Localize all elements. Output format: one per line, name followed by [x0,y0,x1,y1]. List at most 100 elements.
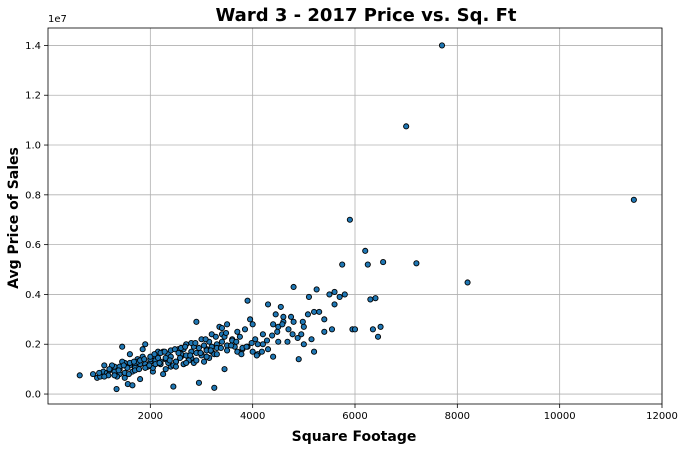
scatter-point [218,324,226,332]
y-tick-label: 0.8 [25,190,41,201]
scatter-point [136,366,143,373]
scatter-point [304,311,311,318]
scatter-point [464,279,471,286]
scatter-point [403,123,410,130]
scatter-point [270,321,277,328]
scatter-point [311,308,318,315]
scatter-point [374,333,382,340]
scatter-point [253,352,260,359]
scatter-point [160,371,167,378]
scatter-point [321,316,328,323]
scatter-point [295,356,302,363]
x-tick-label: 10000 [544,411,576,422]
scatter-point [313,286,320,293]
scatter-point [111,372,118,379]
scatter-point [166,357,173,364]
scatter-point [119,343,126,350]
scatter-point [308,336,315,343]
scatter-point [101,373,108,380]
scatter-point [151,351,158,358]
scatter-point [249,348,256,355]
y-tick-label: 0.6 [25,240,41,251]
scatter-point [76,372,83,379]
scatter-point [364,261,371,268]
scatter-point [193,357,200,364]
scatter-point [223,329,230,337]
scatter-point [248,339,255,347]
scatter-point [129,382,136,389]
scatter-point [298,331,305,338]
scatter-point [171,346,178,353]
scatter-point [289,331,296,338]
scatter-point [146,362,153,369]
scatter-point [269,332,276,339]
scatter-point [247,316,254,323]
y-tick-label: 1.0 [25,141,41,152]
scatter-point [228,342,235,349]
scatter-point [274,328,281,335]
scatter-point [241,326,249,333]
scatter-point [300,323,307,330]
scatter-point [270,353,277,360]
scatter-point [413,260,420,267]
scatter-point [244,297,251,304]
scatter-point [203,353,210,360]
scatter-point [341,291,348,298]
scatter-point [193,318,200,325]
scatter-point [218,338,226,345]
scatter-point [161,348,168,355]
y-axis-offset-label: 1e7 [48,14,67,25]
scatter-point [211,384,218,391]
scatter-point [115,367,122,374]
scatter-point [137,376,144,383]
scatter-point [300,341,307,348]
scatter-point [326,291,333,298]
scatter-point [336,293,343,300]
scatter-point [224,321,231,328]
scatter-point [141,356,148,363]
scatter-point [321,328,328,335]
x-tick-label: 8000 [445,411,470,422]
scatter-point [212,333,219,340]
scatter-point [139,346,146,353]
scatter-point [238,351,245,358]
scatter-point [328,326,336,333]
scatter-point [236,333,243,340]
scatter-point [201,358,208,365]
scatter-point [280,313,287,320]
scatter-point [264,346,272,353]
scatter-point [339,261,346,268]
y-tick-label: 0.2 [25,340,41,351]
scatter-point [130,358,138,365]
scatter-point [201,342,208,349]
scatter-point [252,336,259,343]
scatter-point [438,42,446,49]
scatter-point [346,216,353,223]
scatter-point [285,326,292,333]
scatter-point [277,303,284,310]
y-axis-label: Avg Price of Sales [6,147,22,289]
data-points [76,42,637,393]
scatter-point [299,318,306,325]
scatter-point [263,337,271,344]
y-axis-ticks: 0.0 0.2 0.4 0.6 0.8 1.0 1.2 1.4 [25,41,48,401]
scatter-point [221,366,228,373]
y-tick-label: 0.0 [25,390,41,401]
scatter-point [367,296,374,303]
y-tick-label: 1.4 [25,41,41,52]
scatter-point [380,259,387,266]
scatter-point [290,283,297,291]
scatter-point [195,379,202,386]
scatter-point [176,354,184,361]
scatter-point [217,344,224,352]
scatter-point [101,362,108,369]
scatter-point [125,371,132,378]
scatter-point [195,344,202,352]
scatter-point [294,334,301,342]
scatter-point [287,313,295,320]
scatter-point [113,386,120,393]
scatter-point [275,338,282,345]
scatter-point [311,348,318,355]
scatter-point [170,383,177,390]
